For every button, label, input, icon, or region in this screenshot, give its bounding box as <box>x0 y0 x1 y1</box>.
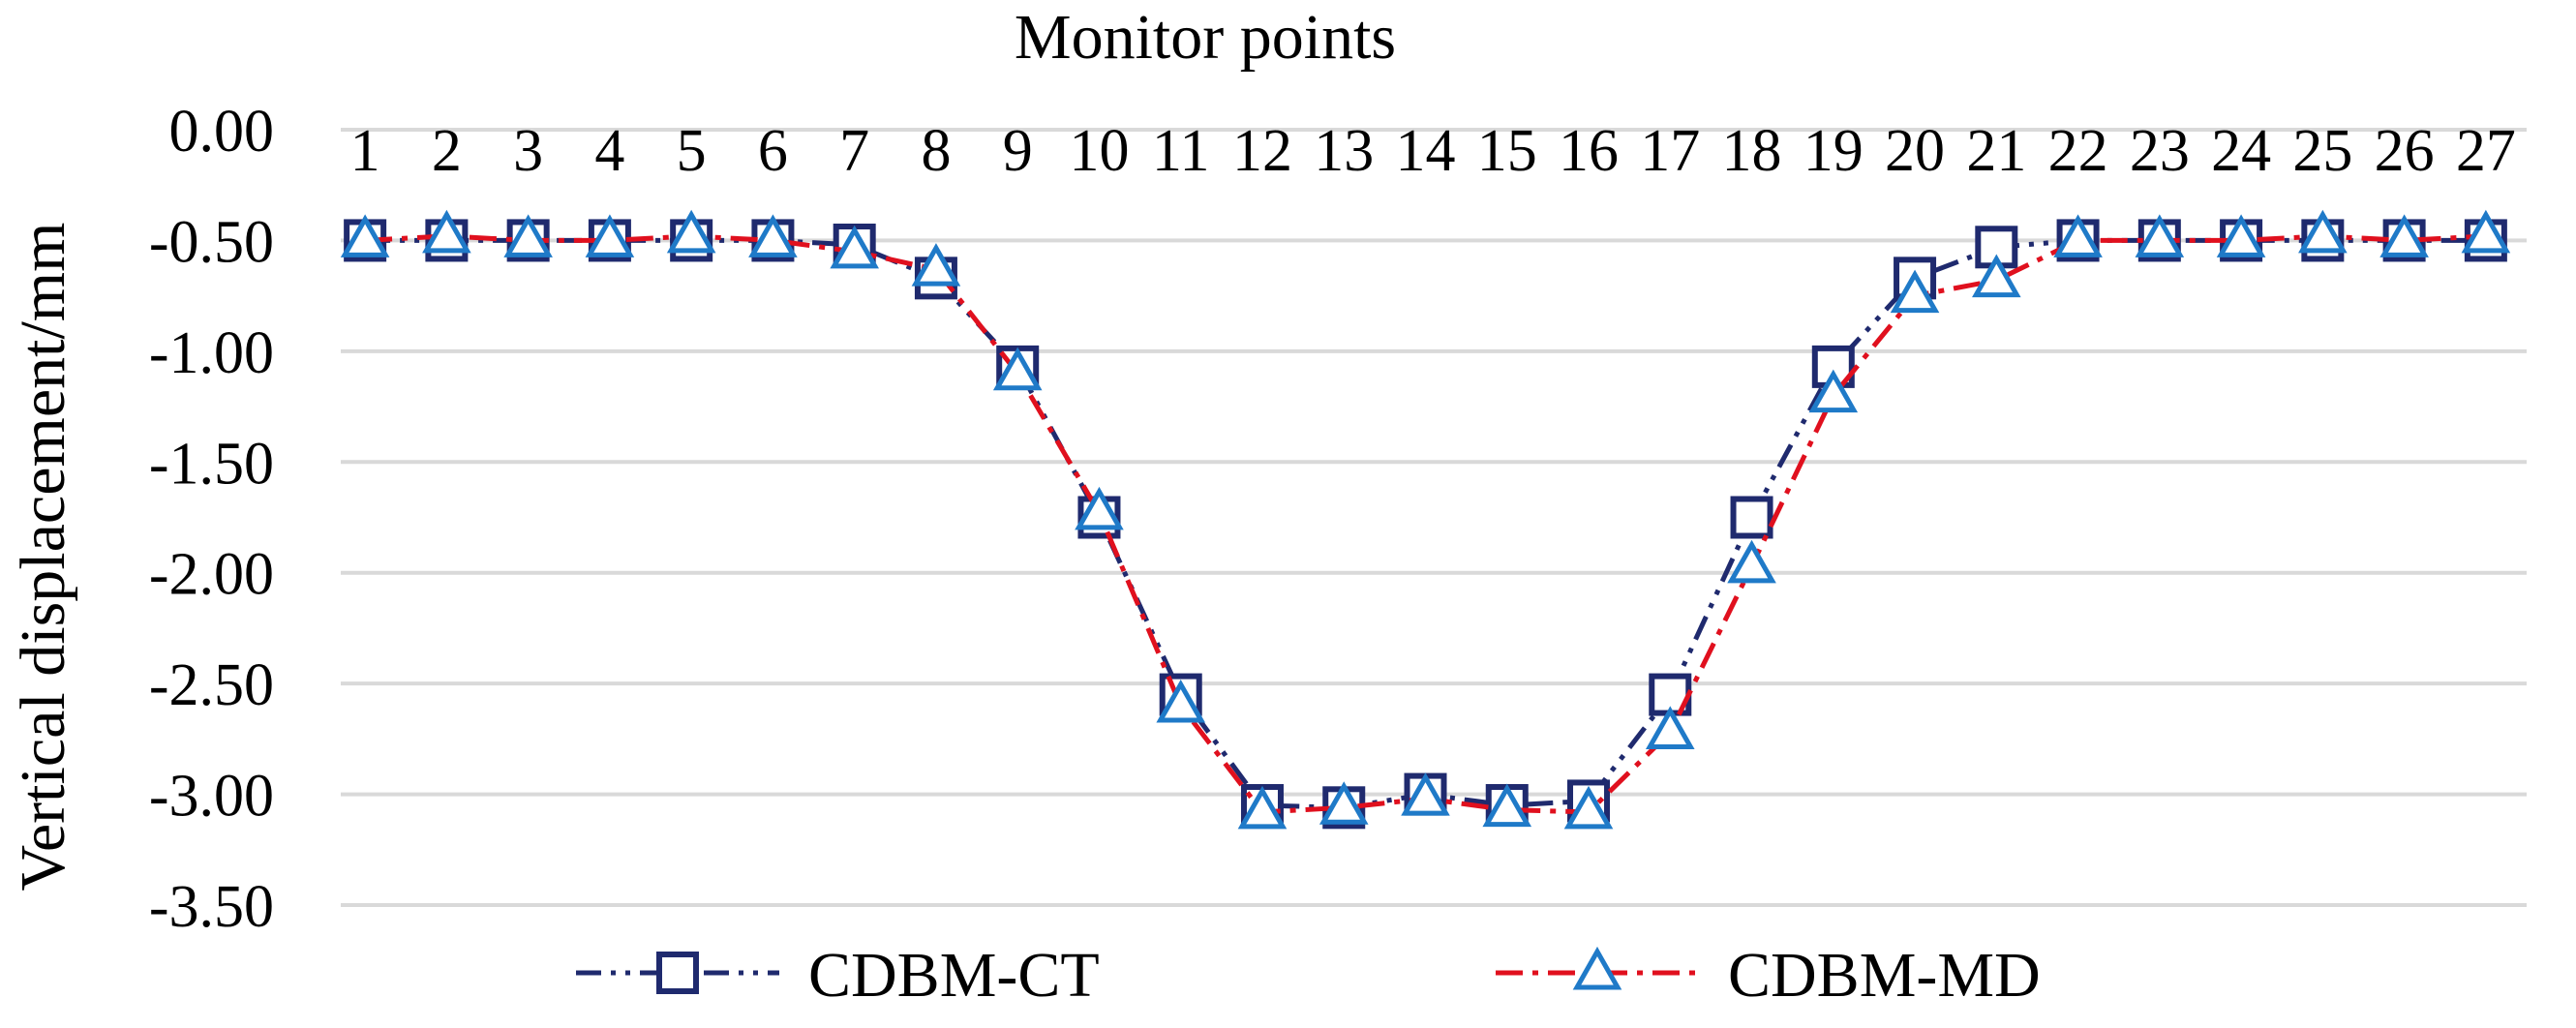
legend-label: CDBM-CT <box>808 940 1100 1011</box>
y-tick-label: -3.00 <box>149 764 274 830</box>
data-point <box>503 214 553 257</box>
legend-item: CDBM-CT <box>576 940 1100 1011</box>
y-tick-label: 0.00 <box>169 99 275 165</box>
x-tick-label: 10 <box>1069 118 1129 184</box>
data-point <box>1401 772 1450 816</box>
x-tick-label: 20 <box>1885 118 1945 184</box>
x-tick-label: 12 <box>1232 118 1292 184</box>
data-point <box>1156 679 1206 723</box>
x-tick-label: 23 <box>2130 118 2190 184</box>
x-tick-label: 19 <box>1803 118 1864 184</box>
data-point <box>1237 785 1288 830</box>
legend: CDBM-CT CDBM-MD <box>576 940 2041 1011</box>
series-line <box>364 233 2487 815</box>
data-point <box>830 225 879 269</box>
y-tick-labels: 0.00 -0.50 -1.00 -1.50 -2.00 -2.50 -3.00 -3.50 <box>149 99 274 940</box>
legend-label: CDBM-MD <box>1728 940 2041 1011</box>
series-cdbm-ct <box>344 219 2507 830</box>
x-tick-label: 9 <box>1003 118 1033 184</box>
x-tick-label: 4 <box>594 118 624 184</box>
series-layer <box>340 209 2511 830</box>
data-point <box>1075 486 1124 530</box>
x-tick-label: 18 <box>1722 118 1782 184</box>
data-point <box>2461 209 2511 254</box>
x-tick-label: 27 <box>2456 118 2516 184</box>
data-point <box>2379 214 2429 257</box>
x-tick-label: 7 <box>839 118 869 184</box>
x-tick-label: 14 <box>1396 118 1456 184</box>
y-tick-label: -1.50 <box>149 431 274 497</box>
y-tick-label: -1.00 <box>149 320 274 386</box>
y-tick-label: -3.50 <box>149 874 274 940</box>
data-point <box>911 243 961 287</box>
x-tick-label: 24 <box>2211 118 2271 184</box>
x-tick-label: 1 <box>350 118 380 184</box>
legend-marker <box>1572 946 1622 990</box>
x-tick-label: 16 <box>1559 118 1619 184</box>
x-tick-label: 15 <box>1477 118 1537 184</box>
data-point <box>1645 706 1695 749</box>
data-point <box>1482 783 1532 828</box>
data-point <box>1730 496 1773 539</box>
y-axis-title: Vertical displacement/mm <box>8 223 78 892</box>
x-tick-label: 6 <box>758 118 788 184</box>
data-point <box>1890 269 1940 314</box>
data-point <box>2216 214 2266 257</box>
x-tick-label: 22 <box>2048 118 2108 184</box>
y-tick-label: -0.50 <box>149 209 274 275</box>
x-tick-label: 5 <box>677 118 707 184</box>
x-tick-label: 2 <box>432 118 462 184</box>
x-tick-labels: 1 2 3 4 5 6 7 8 9 10 11 12 13 14 15 16 17 18 19 20 21 22 23 24 2… <box>350 118 2516 184</box>
data-point <box>666 209 716 254</box>
x-axis-title: Monitor points <box>1015 2 1396 73</box>
x-tick-label: 25 <box>2292 118 2352 184</box>
data-point <box>748 214 798 257</box>
series-cdbm-md <box>340 209 2511 830</box>
data-point <box>2298 209 2348 254</box>
legend-item: CDBM-MD <box>1496 940 2041 1011</box>
data-point <box>422 209 471 254</box>
y-tick-label: -2.00 <box>149 542 274 608</box>
data-point <box>1972 254 2021 298</box>
data-point <box>1318 781 1369 825</box>
x-tick-label: 13 <box>1314 118 1374 184</box>
y-tick-label: -2.50 <box>149 652 274 718</box>
x-tick-label: 17 <box>1640 118 1700 184</box>
data-point <box>1808 369 1859 413</box>
x-tick-label: 8 <box>921 118 951 184</box>
data-point <box>585 214 635 257</box>
x-tick-label: 11 <box>1152 118 1210 184</box>
data-point <box>2135 214 2185 257</box>
x-tick-label: 3 <box>513 118 543 184</box>
legend-marker <box>656 952 699 994</box>
data-point <box>340 214 390 257</box>
data-point <box>1727 539 1776 584</box>
x-tick-label: 21 <box>1966 118 2026 184</box>
series-line <box>365 237 2486 810</box>
data-point <box>1563 785 1614 830</box>
data-point <box>2053 214 2103 257</box>
x-tick-label: 26 <box>2375 118 2435 184</box>
data-point <box>992 347 1043 391</box>
